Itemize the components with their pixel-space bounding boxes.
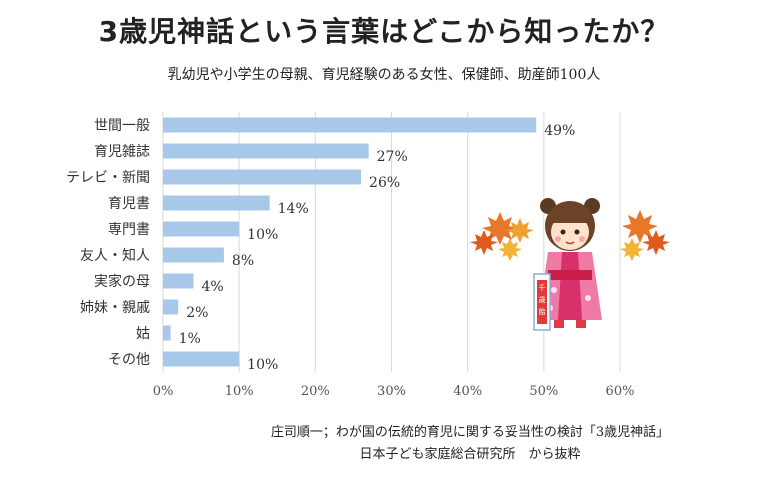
bar	[163, 117, 537, 133]
chitose-ame-bag: 千 歳 飴	[533, 273, 551, 331]
data-label: 49%	[544, 123, 575, 139]
x-tick-label: 30%	[377, 384, 406, 399]
chart-subtitle: 乳幼児や小学生の母親、育児経験のある女性、保健師、助産師100人	[167, 67, 601, 83]
data-label: 26%	[369, 175, 400, 191]
data-label: 2%	[186, 305, 208, 321]
girl-kimono-chitose-ame-icon: 千 歳 飴	[470, 198, 670, 331]
bar	[163, 143, 369, 159]
bar	[163, 195, 270, 211]
source-citation: 庄司順一；わが国の伝統的育児に関する妥当性の検討「3歳児神話」 日本子ども家庭総…	[200, 422, 740, 466]
category-label: テレビ・新聞	[66, 170, 150, 186]
category-label: 実家の母	[94, 273, 150, 290]
bar	[163, 169, 362, 185]
category-label: 専門書	[108, 222, 150, 238]
bar	[163, 221, 240, 237]
category-label: 姉妹・親戚	[80, 300, 150, 316]
bar	[163, 299, 179, 315]
data-label: 10%	[247, 357, 278, 373]
svg-text:飴: 飴	[539, 307, 546, 316]
x-tick-label: 20%	[301, 384, 330, 399]
category-label: 世間一般	[94, 118, 150, 134]
data-label: 10%	[247, 227, 278, 243]
category-label: その他	[108, 352, 150, 368]
svg-text:歳: 歳	[539, 295, 546, 304]
bar	[163, 325, 171, 341]
svg-text:千: 千	[539, 283, 546, 292]
bar	[163, 273, 194, 289]
category-label: 育児書	[108, 196, 150, 212]
source-line-2: 日本子ども家庭総合研究所 から抜粋	[359, 447, 581, 462]
bars	[163, 117, 537, 367]
data-labels: 49%27%26%14%10%8%4%2%1%10%	[179, 123, 576, 373]
x-tick-label: 50%	[529, 384, 558, 399]
chart-title: 3歳児神話という言葉はどこから知ったか？	[98, 15, 670, 48]
maple-leaf-icon	[620, 210, 670, 261]
x-tick-labels: 0% 10% 20% 30% 40% 50% 60%	[153, 384, 635, 399]
x-tick-label: 10%	[225, 384, 254, 399]
data-label: 1%	[179, 331, 201, 347]
x-tick-label: 60%	[606, 384, 635, 399]
x-tick-label: 40%	[453, 384, 482, 399]
maple-leaf-icon	[470, 212, 534, 261]
x-tick-label: 0%	[153, 384, 174, 399]
category-label: 育児雑誌	[94, 144, 150, 160]
data-label: 27%	[377, 149, 408, 165]
data-label: 14%	[278, 201, 309, 217]
data-label: 8%	[232, 253, 254, 269]
source-line-1: 庄司順一；わが国の伝統的育児に関する妥当性の検討「3歳児神話」	[270, 425, 670, 440]
category-label: 友人・知人	[80, 247, 150, 264]
category-label: 姑	[136, 326, 150, 342]
bar	[163, 247, 224, 263]
girl-figure	[538, 198, 602, 328]
data-label: 4%	[201, 279, 223, 295]
bar	[163, 351, 240, 367]
